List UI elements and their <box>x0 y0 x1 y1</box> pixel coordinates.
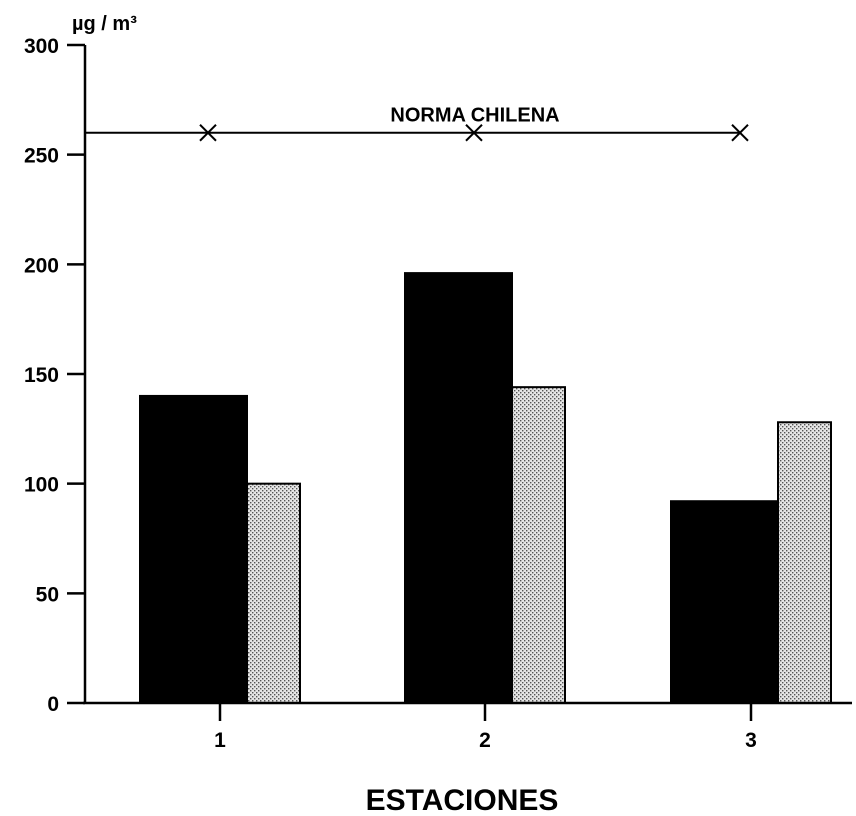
y-tick-label: 250 <box>24 145 59 168</box>
bar-series-1 <box>404 272 513 704</box>
reference-line-label: NORMA CHILENA <box>390 105 559 127</box>
y-tick-label: 100 <box>24 474 59 497</box>
reference-marker <box>465 124 483 142</box>
x-tick-label: 1 <box>214 729 226 752</box>
y-ticks-layer: 0 50 100 150 200 250 300 <box>24 35 85 716</box>
bar-series-1 <box>670 500 779 705</box>
y-axis-unit-label: µg / m³ <box>72 13 137 35</box>
reference-layer <box>85 124 749 142</box>
bar-series-2 <box>777 421 832 704</box>
bar-series-1 <box>139 394 248 704</box>
y-tick-label: 150 <box>24 364 59 387</box>
x-axis-title: ESTACIONES <box>366 784 559 816</box>
bars-layer <box>139 272 832 705</box>
reference-marker <box>199 124 217 142</box>
y-tick-label: 200 <box>24 254 59 277</box>
reference-marker <box>731 124 749 142</box>
bar-series-2 <box>511 386 566 704</box>
x-tick-label: 2 <box>479 729 491 752</box>
x-ticks-layer: 1 2 3 <box>214 703 757 752</box>
x-tick-label: 3 <box>745 729 757 752</box>
bar-series-2 <box>246 482 301 704</box>
y-tick-label: 0 <box>47 693 59 716</box>
y-tick-label: 50 <box>36 583 59 606</box>
y-tick-label: 300 <box>24 35 59 58</box>
